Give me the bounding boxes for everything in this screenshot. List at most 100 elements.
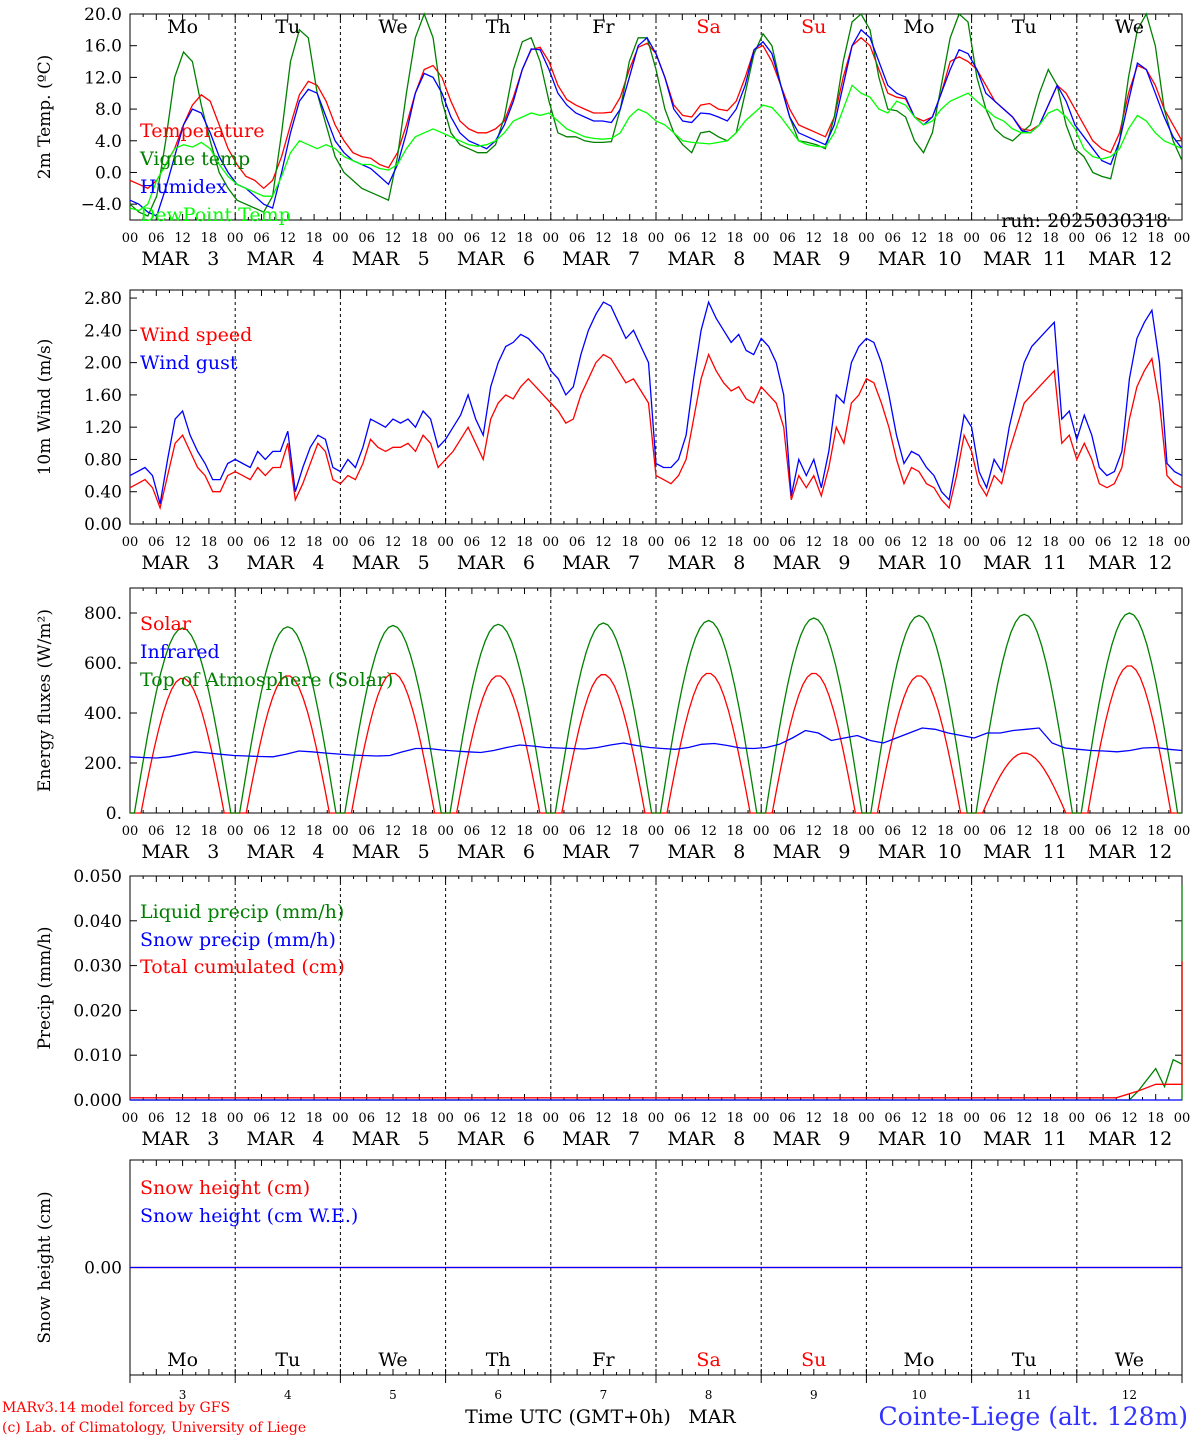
hour-tick-label: 06 [779, 1111, 796, 1126]
hour-tick-label: 12 [1016, 1111, 1033, 1126]
hour-tick-label: 00 [1174, 535, 1191, 550]
y-tick-label: 4.0 [95, 132, 122, 152]
hour-tick-label: 06 [569, 824, 586, 839]
day-label: 8 [733, 248, 745, 270]
day-label: 3 [207, 841, 219, 863]
run-label: run: 2025030318 [1001, 210, 1168, 232]
weekday-label-top: Tu [275, 16, 300, 38]
hour-tick-label: 12 [174, 231, 191, 246]
hour-tick-label: 00 [543, 231, 560, 246]
hour-tick-label: 06 [1095, 535, 1112, 550]
weekday-label-top: Mo [904, 16, 935, 38]
hour-tick-label: 12 [700, 231, 717, 246]
legend-entry: Wind gust [140, 352, 238, 374]
hour-tick-label: 06 [779, 535, 796, 550]
y-tick-label: 800. [84, 604, 122, 624]
hour-tick-label: 06 [253, 824, 270, 839]
month-label: MAR [562, 248, 610, 270]
y-tick-label: 1.20 [84, 418, 122, 438]
hour-tick-label: 00 [122, 1111, 139, 1126]
hour-tick-label: 06 [674, 535, 691, 550]
y-tick-label: 200. [84, 754, 122, 774]
month-label: MAR [983, 1128, 1031, 1150]
hour-tick-label: 00 [543, 824, 560, 839]
hour-tick-label: 18 [1042, 1111, 1059, 1126]
hour-tick-label: 06 [569, 535, 586, 550]
hour-tick-label: 06 [569, 231, 586, 246]
legend-entry: Solar [140, 613, 192, 635]
x-axis-label: Time UTC (GMT+0h) [465, 1406, 671, 1428]
hour-tick-label: 18 [1042, 535, 1059, 550]
hour-tick-label: 12 [490, 824, 507, 839]
panel-1: −4.0 0.0 4.0 8.0 12.0 16.0 20.0 2m Temp. (ºC) Te… [35, 5, 1190, 270]
month-label: MAR [457, 841, 505, 863]
day-number-label: 7 [600, 1388, 608, 1402]
hour-tick-label: 00 [648, 824, 665, 839]
hour-tick-label: 06 [990, 535, 1007, 550]
legend-entry: Infrared [140, 641, 220, 663]
hour-tick-label: 00 [753, 824, 770, 839]
hour-tick-label: 00 [1174, 1111, 1191, 1126]
day-label: 3 [207, 248, 219, 270]
hour-tick-label: 12 [595, 231, 612, 246]
hour-tick-label: 18 [727, 535, 744, 550]
day-label: 4 [312, 248, 324, 270]
hour-tick-label: 12 [595, 1111, 612, 1126]
month-label: MAR [247, 248, 295, 270]
month-label: MAR [562, 1128, 610, 1150]
hour-tick-label: 06 [358, 1111, 375, 1126]
legend-entry: Snow height (cm) [140, 1177, 310, 1199]
month-label: MAR [773, 1128, 821, 1150]
day-number-label: 12 [1122, 1388, 1137, 1402]
hour-tick-label: 18 [937, 535, 954, 550]
hour-tick-label: 06 [148, 535, 165, 550]
month-label: MAR [247, 841, 295, 863]
day-label: 9 [838, 1128, 850, 1150]
hour-tick-label: 00 [437, 231, 454, 246]
hour-tick-label: 00 [437, 535, 454, 550]
hour-tick-label: 06 [358, 535, 375, 550]
station-name: Cointe-Liege (alt. 128m) [878, 1402, 1188, 1431]
hour-tick-label: 00 [648, 535, 665, 550]
hour-tick-label: 00 [227, 231, 244, 246]
weekday-label-bottom: Tu [1012, 1349, 1037, 1371]
legend-entry: Wind speed [140, 324, 252, 346]
hour-tick-label: 18 [727, 231, 744, 246]
y-tick-label: 1.60 [84, 386, 122, 406]
month-label: MAR [773, 841, 821, 863]
hour-tick-label: 06 [1095, 231, 1112, 246]
y-tick-label: 0.020 [73, 1001, 122, 1021]
hour-tick-label: 00 [543, 535, 560, 550]
hour-tick-label: 18 [937, 231, 954, 246]
month-label: MAR [457, 1128, 505, 1150]
y-tick-label: −4.0 [81, 195, 122, 215]
series-line-total-cumulated-cm- [130, 961, 1183, 1099]
day-label: 7 [628, 1128, 640, 1150]
hour-tick-label: 00 [1069, 1111, 1086, 1126]
y-tick-label: 0.0 [95, 163, 122, 183]
hour-tick-label: 12 [280, 1111, 297, 1126]
month-label: MAR [352, 841, 400, 863]
hour-tick-label: 06 [148, 824, 165, 839]
hour-tick-label: 00 [1174, 824, 1191, 839]
weekday-label-bottom: Th [486, 1349, 511, 1371]
day-number-label: 6 [494, 1388, 502, 1402]
day-label: 11 [1043, 552, 1067, 574]
y-tick-label: 0.010 [73, 1046, 122, 1066]
series-line-vigne-temp [129, 12, 1183, 217]
hour-tick-label: 06 [1095, 824, 1112, 839]
y-tick-label: 0.40 [84, 483, 122, 503]
series-line-top-of-atmosphere-solar- [130, 612, 1182, 814]
hour-tick-label: 18 [937, 824, 954, 839]
weekday-label-top: Fr [592, 16, 615, 38]
month-label: MAR [352, 1128, 400, 1150]
day-label: 5 [418, 1128, 430, 1150]
month-label: MAR [667, 248, 715, 270]
hour-tick-label: 12 [280, 231, 297, 246]
weekday-label-bottom: Mo [167, 1349, 198, 1371]
weekday-label-bottom: Su [801, 1349, 826, 1371]
hour-tick-label: 06 [779, 231, 796, 246]
hour-tick-label: 00 [963, 535, 980, 550]
day-label: 4 [312, 552, 324, 574]
day-label: 6 [523, 552, 535, 574]
